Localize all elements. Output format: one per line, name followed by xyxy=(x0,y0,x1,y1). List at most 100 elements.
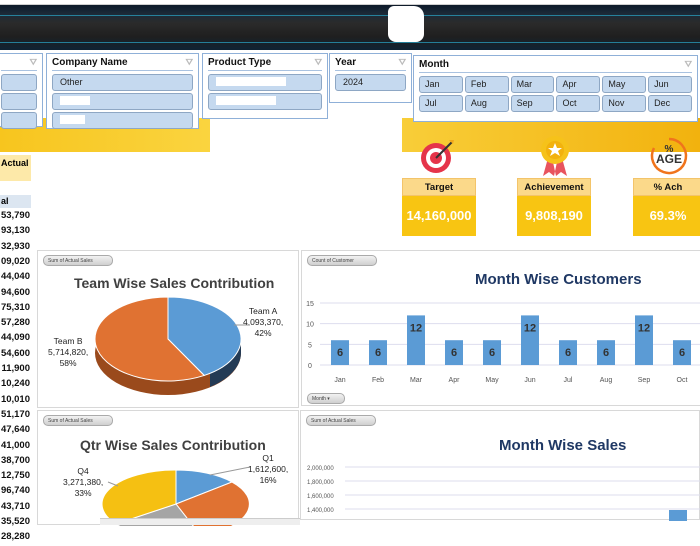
data-label: 6 xyxy=(603,347,609,359)
chart-title: Month Wise Customers xyxy=(475,271,642,288)
slicer-item-2024[interactable]: 2024 xyxy=(335,74,406,91)
kpi-label-1: Achievement xyxy=(517,178,591,196)
sheet-cell-actual[interactable]: 96,740 xyxy=(0,485,30,497)
kpi-label-2: % Ach xyxy=(633,178,700,196)
clear-filter-icon[interactable]: ⛛ xyxy=(314,57,322,67)
slicer-company-name: Company Name ⛛ Other xyxy=(46,53,199,129)
sheet-cell-actual[interactable]: 38,700 xyxy=(0,454,30,466)
sheet-cell-actual[interactable]: 11,900 xyxy=(1,363,30,374)
sheet-cell-actual[interactable]: 44,090 xyxy=(0,332,30,344)
slicer-item-jun[interactable]: Jun xyxy=(648,76,692,93)
percentage-icon: % AGE xyxy=(648,135,690,182)
slicer-item-jul[interactable]: Jul xyxy=(419,95,463,112)
slicer-item-jan[interactable]: Jan xyxy=(419,76,463,93)
data-label-q4: Q4 3,271,380, 33% xyxy=(63,466,104,498)
sheet-cell-actual[interactable]: 47,640 xyxy=(0,424,30,436)
sheet-cell-actual[interactable]: 93,130 xyxy=(0,225,30,237)
pie-slice-q4 xyxy=(101,469,177,525)
month-customers-chart[interactable]: Count of Customer Month Wise Customers 0… xyxy=(301,250,700,406)
clear-filter-icon[interactable]: ⛛ xyxy=(684,59,692,69)
sheet-cell-actual[interactable]: 43,710 xyxy=(0,500,30,512)
clear-filter-icon[interactable]: ⛛ xyxy=(185,57,193,67)
sheet-cell-actual[interactable]: 10,240 xyxy=(0,378,30,390)
y-tick-label: 0 xyxy=(308,363,312,370)
clear-filter-icon[interactable]: ⛛ xyxy=(398,57,406,67)
slicer-item[interactable] xyxy=(208,74,322,91)
slicer-item-oct[interactable]: Oct xyxy=(556,95,601,112)
sheet-cell-actual[interactable]: 54,600 xyxy=(0,347,30,359)
slicer-item-feb[interactable]: Feb xyxy=(464,76,509,93)
slicer-item-dec[interactable]: Dec xyxy=(648,95,692,112)
x-tick-label: Apr xyxy=(449,377,461,384)
bar-partial xyxy=(669,510,687,521)
slicer-item-nov[interactable]: Nov xyxy=(602,95,647,112)
sales-bar-plot: 2,000,000 1,800,000 1,600,000 1,400,000 xyxy=(307,466,700,521)
slicer-item-sep[interactable]: Sep xyxy=(510,95,555,112)
slicer-item-other[interactable]: Other xyxy=(52,74,193,91)
sheet-cell-actual[interactable]: 53,790 xyxy=(0,210,30,221)
dashboard-banner xyxy=(0,5,700,50)
clear-filter-icon[interactable]: ⛛ xyxy=(29,57,37,67)
sheet-cell-actual[interactable]: 94,600 xyxy=(0,286,30,298)
slicer-item[interactable] xyxy=(1,112,37,129)
sheet-cell-actual[interactable]: 75,310 xyxy=(0,301,30,313)
sheet-bottom-bar xyxy=(100,518,300,525)
sheet-cell-actual[interactable]: 32,930 xyxy=(0,240,30,252)
x-tick-label: May xyxy=(485,377,499,384)
slicer-item[interactable] xyxy=(1,74,37,91)
column-header: al xyxy=(0,195,31,208)
sheet-cell-actual[interactable]: 41,000 xyxy=(0,439,30,451)
field-button-sum-actual-sales[interactable]: Sum of Actual Sales xyxy=(43,415,113,426)
y-tick-label: 1,600,000 xyxy=(307,494,334,500)
x-tick-label: Sep xyxy=(638,377,651,384)
x-tick-label: Jan xyxy=(334,377,345,384)
qtr-sales-chart[interactable]: Sum of Actual Sales Qtr Wise Sales Contr… xyxy=(37,410,299,526)
data-label: 12 xyxy=(410,322,422,334)
sheet-cell-actual[interactable]: 57,280 xyxy=(0,317,30,329)
bar-jan xyxy=(331,340,349,365)
slicer-title: Year xyxy=(335,57,357,68)
leader-line xyxy=(209,466,251,476)
axis-field-button-month[interactable]: Month ▾ xyxy=(307,393,345,404)
slicer-item[interactable] xyxy=(1,93,37,110)
field-button-sum-actual-sales[interactable]: Sum of Actual Sales xyxy=(306,415,376,426)
slicer-item[interactable] xyxy=(208,93,322,110)
team-pie-plot xyxy=(94,296,248,395)
slicer-product-type: Product Type ⛛ xyxy=(202,53,328,119)
slicer-item-mar[interactable]: Mar xyxy=(510,76,555,93)
slicer-item-aug[interactable]: Aug xyxy=(464,95,509,112)
sheet-cell-actual[interactable]: 10,010 xyxy=(0,393,30,405)
data-label: 6 xyxy=(337,347,343,359)
bar-jul xyxy=(559,340,577,365)
chart-title: Month Wise Sales xyxy=(499,437,627,454)
data-label-team-a: Team A 4,093,370, 42% xyxy=(243,306,284,338)
team-sales-chart[interactable]: Sum of Actual Sales Team Wise Sales Cont… xyxy=(37,250,299,408)
sheet-grid-top xyxy=(0,0,700,5)
month-sales-chart[interactable]: Sum of Actual Sales Month Wise Sales 2,0… xyxy=(300,410,700,521)
bar-feb xyxy=(369,340,387,365)
sheet-cell-actual[interactable]: 12,750 xyxy=(0,470,30,482)
bar-jun xyxy=(521,315,539,365)
slicer-item[interactable] xyxy=(52,112,193,129)
sheet-cell-actual[interactable]: 28,280 xyxy=(0,531,30,543)
sheet-cell-actual[interactable]: 51,170 xyxy=(0,408,30,420)
data-label: 12 xyxy=(638,322,650,334)
pie-slice-team-a xyxy=(167,296,242,377)
x-tick-label: Jun xyxy=(524,377,535,384)
sheet-cell-actual[interactable]: 09,020 xyxy=(0,255,30,267)
kpi-value-1: 9,808,190 xyxy=(517,196,591,236)
bar-aug xyxy=(597,340,615,365)
field-button-count-customer[interactable]: Count of Customer xyxy=(307,255,377,266)
sheet-cell-actual[interactable]: 44,040 xyxy=(0,271,30,283)
slicer-item[interactable] xyxy=(52,93,193,110)
data-label: 12 xyxy=(524,322,536,334)
field-button-sum-actual-sales[interactable]: Sum of Actual Sales xyxy=(43,255,113,266)
y-tick-label: 15 xyxy=(306,301,314,308)
x-tick-label: Mar xyxy=(410,377,423,384)
svg-text:%: % xyxy=(665,144,674,155)
slicer-item-may[interactable]: May xyxy=(602,76,647,93)
slicer-item-apr[interactable]: Apr xyxy=(556,76,601,93)
slicer-title: Month xyxy=(419,59,449,70)
sheet-cell-actual[interactable]: 35,520 xyxy=(0,516,30,527)
slicer-year: Year ⛛ 2024 xyxy=(329,53,412,103)
